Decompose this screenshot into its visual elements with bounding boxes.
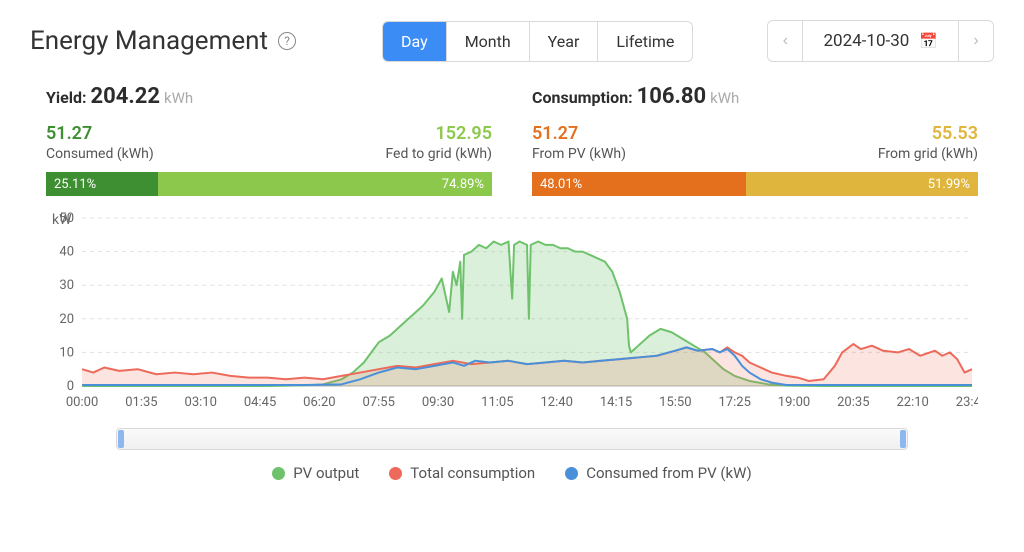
x-tick-label: 11:05 [481,395,513,410]
consumption-pv-value: 51.27 [532,123,626,144]
consumption-grid-label: From grid (kWh) [878,146,978,162]
consumption-grid-value: 55.53 [878,123,978,144]
y-tick-label: 40 [59,245,74,260]
x-tick-label: 15:50 [659,395,691,410]
x-tick-label: 04:45 [244,395,276,410]
x-tick-label: 00:00 [66,395,98,410]
x-tick-label: 03:10 [185,395,217,410]
consumption-pv-label: From PV (kWh) [532,146,626,162]
date-display[interactable]: 2024-10-30 📅 [802,21,959,61]
yield-fed-value: 152.95 [385,123,492,144]
y-tick-label: 20 [59,312,74,327]
yield-unit: kWh [164,89,193,107]
x-tick-label: 19:00 [778,395,810,410]
x-tick-label: 20:35 [837,395,869,410]
yield-sub-row: 51.27 Consumed (kWh) 152.95 Fed to grid … [46,123,492,162]
legend-dot [389,467,402,480]
yield-block: Yield: 204.22 kWh 51.27 Consumed (kWh) 1… [46,84,492,196]
yield-consumed-value: 51.27 [46,123,154,144]
consumption-bar-right: 51.99% [746,172,978,196]
tab-lifetime[interactable]: Lifetime [598,22,692,61]
y-tick-label: 10 [59,345,74,360]
consumption-head: Consumption: 106.80 kWh [532,84,978,109]
date-text: 2024-10-30 [823,31,909,51]
legend-label: PV output [293,464,359,482]
yield-bar: 25.11%74.89% [46,172,492,196]
legend-dot [565,467,578,480]
consumption-grid: 55.53 From grid (kWh) [878,123,978,162]
yield-fed-label: Fed to grid (kWh) [385,146,492,162]
legend-label: Consumed from PV (kW) [586,464,752,482]
chart-container: kW0102030405000:0001:3503:1004:4506:2007… [0,196,1024,450]
yield-head: Yield: 204.22 kWh [46,84,492,109]
page-title-text: Energy Management [30,26,268,56]
consumption-block: Consumption: 106.80 kWh 51.27 From PV (k… [532,84,978,196]
legend-pv-output[interactable]: PV output [272,464,359,482]
x-tick-label: 06:20 [303,395,335,410]
date-next-button[interactable]: › [959,22,993,60]
y-tick-label: 30 [59,278,74,293]
chart-range-scroller[interactable] [116,428,908,450]
x-tick-label: 14:15 [600,395,632,410]
tab-month[interactable]: Month [447,22,530,61]
consumption-sub-row: 51.27 From PV (kWh) 55.53 From grid (kWh… [532,123,978,162]
range-tabs: DayMonthYearLifetime [382,21,693,62]
yield-bar-left: 25.11% [46,172,158,196]
x-tick-label: 01:35 [125,395,157,410]
yield-value: 204.22 [91,84,161,109]
yield-consumed-label: Consumed (kWh) [46,146,154,162]
legend-consumed-from-pv-kw-[interactable]: Consumed from PV (kW) [565,464,752,482]
x-tick-label: 12:40 [540,395,572,410]
consumption-bar-left: 48.01% [532,172,746,196]
energy-chart: kW0102030405000:0001:3503:1004:4506:2007… [46,210,978,416]
tab-day[interactable]: Day [383,22,447,61]
consumption-bar: 48.01%51.99% [532,172,978,196]
consumption-label: Consumption: [532,88,633,107]
date-picker: ‹ 2024-10-30 📅 › [767,20,994,62]
header-bar: Energy Management ? DayMonthYearLifetime… [0,0,1024,70]
page-title: Energy Management ? [30,26,296,56]
x-tick-label: 07:55 [363,395,395,410]
consumption-unit: kWh [710,89,739,107]
calendar-icon: 📅 [919,32,938,50]
x-tick-label: 09:30 [422,395,454,410]
consumption-value: 106.80 [637,84,707,109]
x-tick-label: 17:25 [718,395,750,410]
x-tick-label: 23:45 [956,395,978,410]
y-tick-label: 50 [59,211,74,226]
chart-legend: PV output Total consumption Consumed from … [0,450,1024,482]
yield-bar-right: 74.89% [158,172,492,196]
legend-total-consumption[interactable]: Total consumption [389,464,535,482]
date-prev-button[interactable]: ‹ [768,22,802,60]
tab-year[interactable]: Year [530,22,599,61]
yield-label: Yield: [46,88,87,107]
help-icon[interactable]: ? [278,32,296,50]
legend-label: Total consumption [410,464,535,482]
consumption-pv: 51.27 From PV (kWh) [532,123,626,162]
yield-fed: 152.95 Fed to grid (kWh) [385,123,492,162]
stats-row: Yield: 204.22 kWh 51.27 Consumed (kWh) 1… [0,70,1024,196]
y-tick-label: 0 [67,379,74,394]
legend-dot [272,467,285,480]
yield-consumed: 51.27 Consumed (kWh) [46,123,154,162]
x-tick-label: 22:10 [896,395,928,410]
